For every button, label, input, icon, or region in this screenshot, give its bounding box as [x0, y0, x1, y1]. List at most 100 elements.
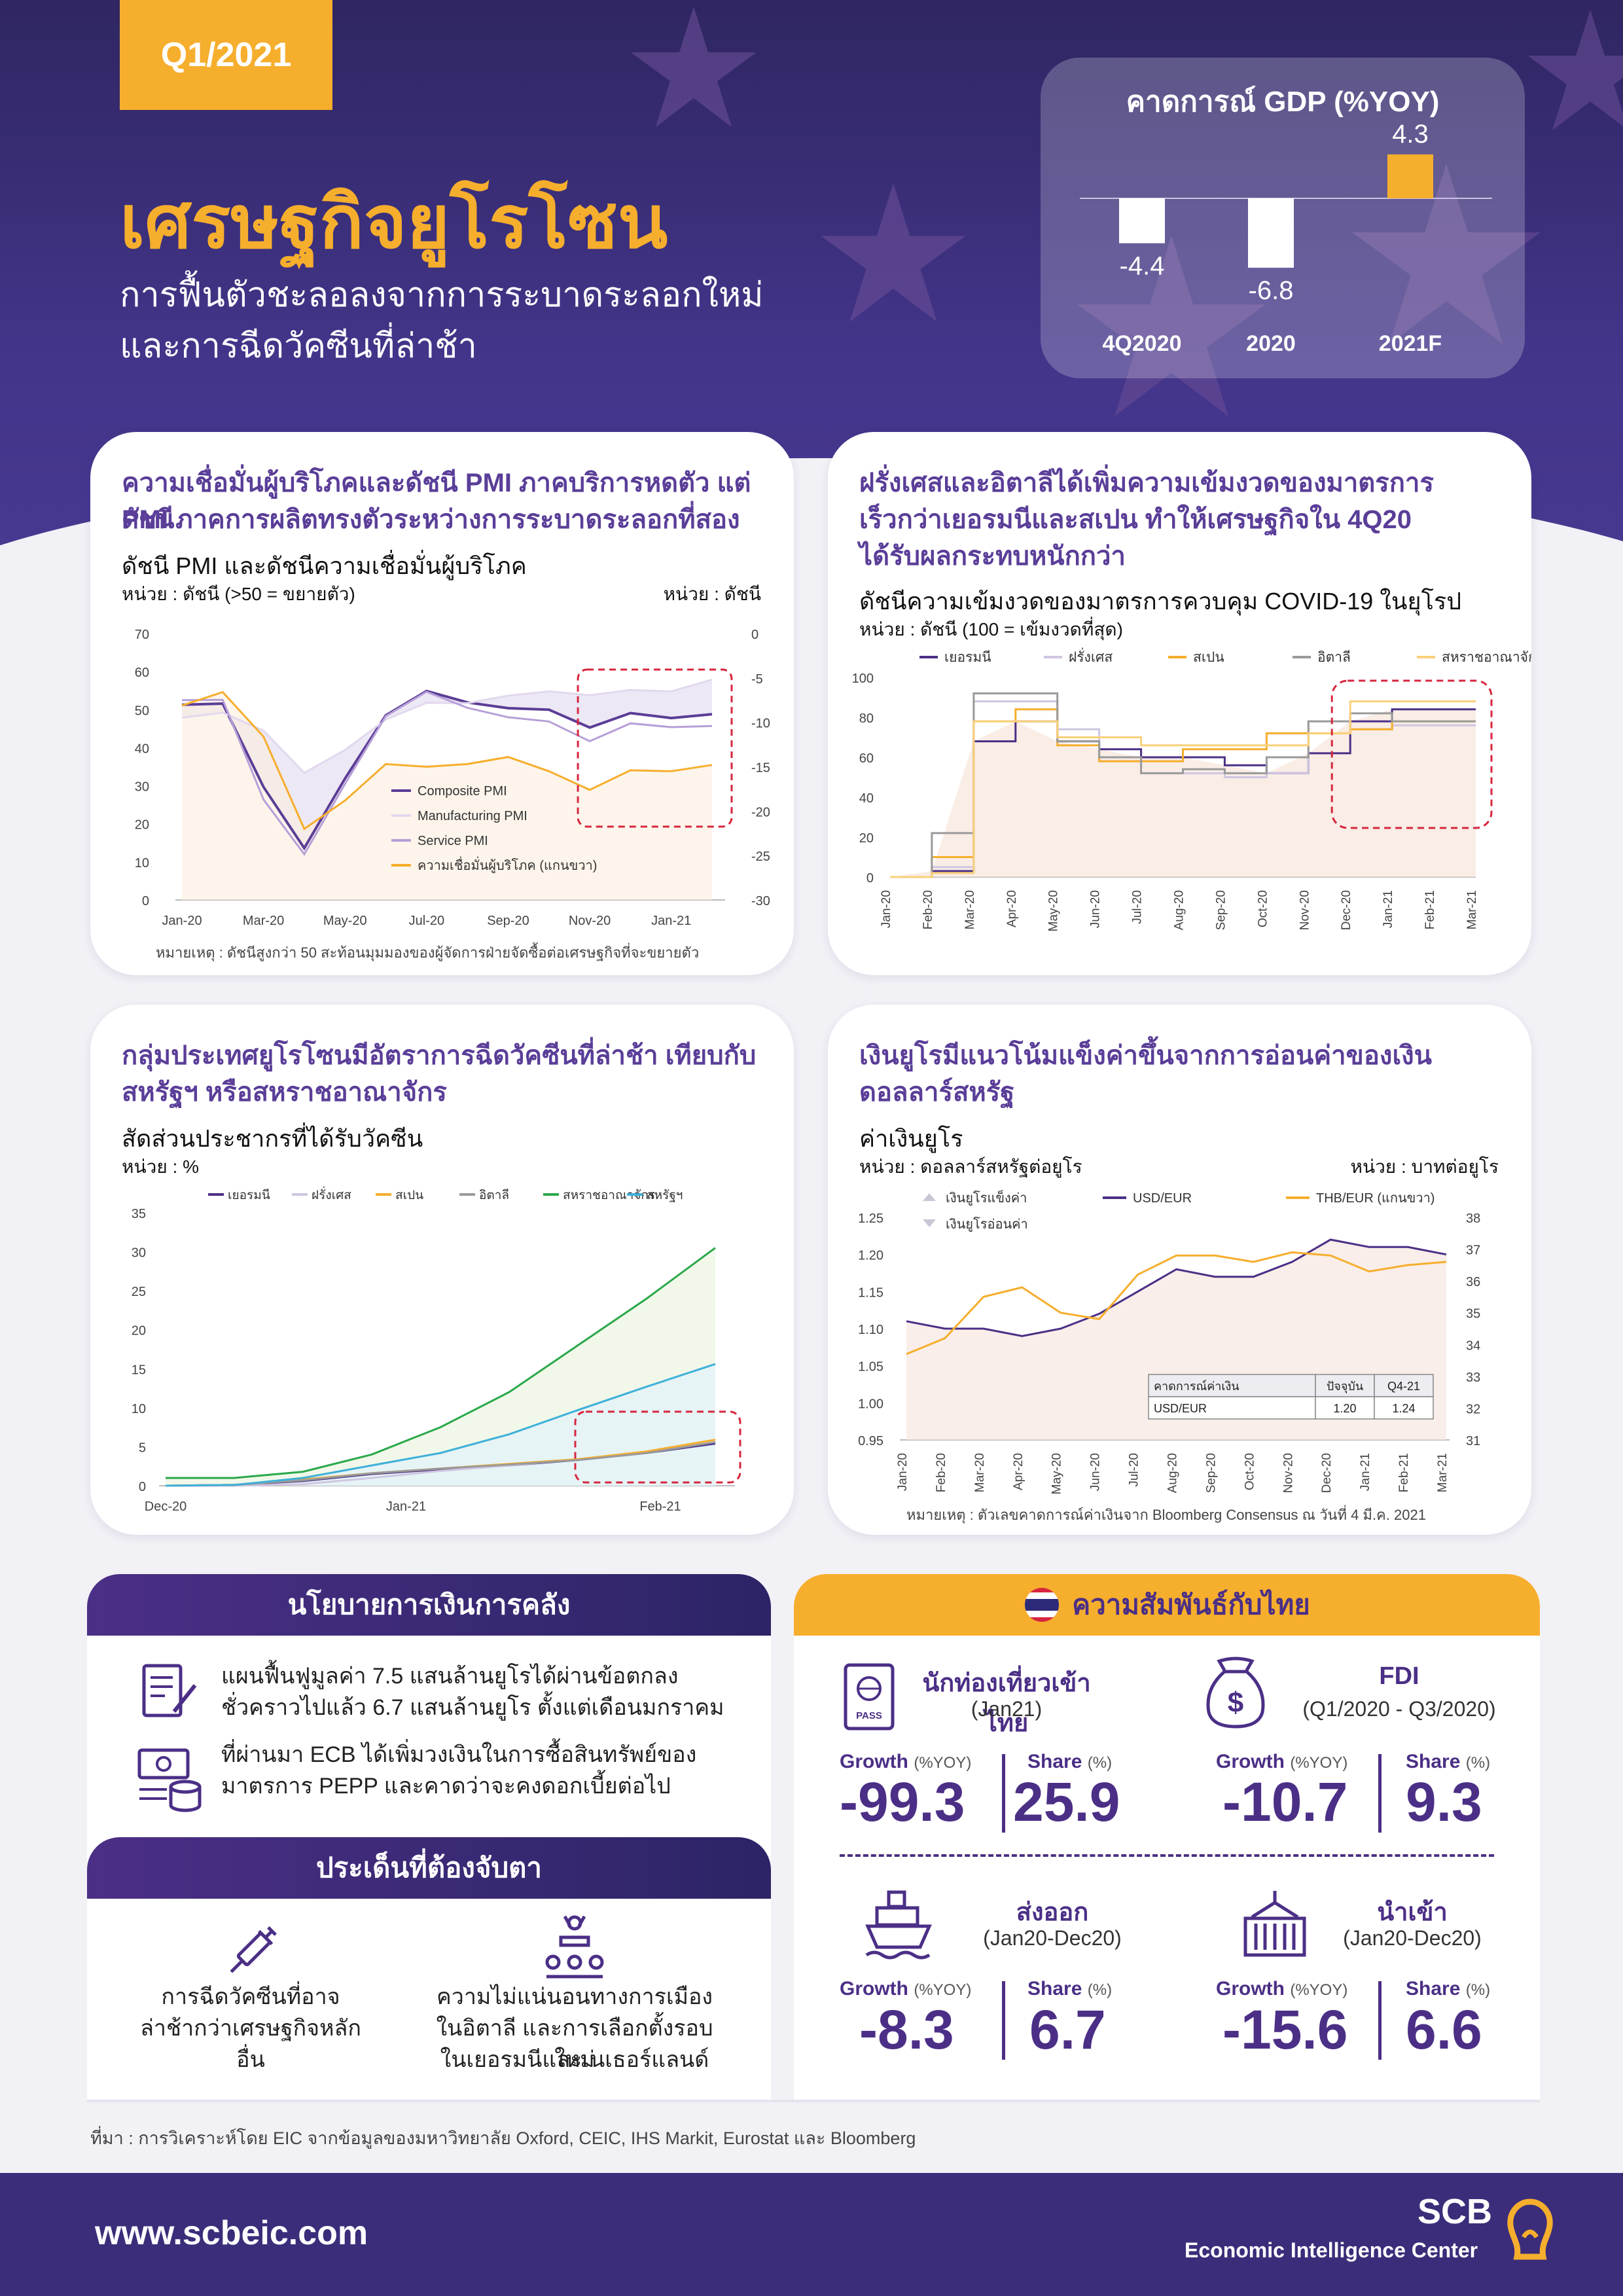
gdp-forecast-box: คาดการณ์ GDP (%YOY) -4.4 4Q2020 -6.8 2020 4.… — [1041, 58, 1525, 378]
x-tick-label: Jan-20 — [880, 890, 893, 928]
y-tick-label: 1.05 — [858, 1360, 883, 1374]
legend-label: USD/EUR — [1133, 1191, 1192, 1206]
gdp-category-label: 2021F — [1379, 331, 1442, 356]
card-vaccine-unit: หน่วย : % — [122, 1157, 199, 1177]
thai-flag-icon — [1025, 1588, 1060, 1622]
card-vaccine-title-line2: สหรัฐฯ หรือสหราชอาณาจักร — [122, 1078, 447, 1107]
legend-label: ฝรั่งเศส — [312, 1186, 351, 1202]
legend-label: อิตาลี — [1317, 650, 1351, 665]
table-cell-text: 1.20 — [1333, 1402, 1356, 1415]
passport-icon: PASS — [844, 1663, 895, 1731]
page-title: เศรษฐกิจยูโรโซน — [120, 181, 668, 263]
table-cell-text: 1.24 — [1392, 1402, 1415, 1415]
website-link[interactable]: www.scbeic.com — [95, 2214, 368, 2252]
fdi-share-label: Share (%) — [1406, 1751, 1491, 1772]
page-subtitle-line2: และการฉีดวัคซีนที่ล่าช้า — [120, 327, 477, 365]
x-tick-label: Aug-20 — [1173, 890, 1186, 930]
series-line — [906, 1238, 1447, 1337]
gdp-bar — [1119, 198, 1165, 243]
quarter-badge: Q1/2021 — [120, 0, 332, 110]
vaccine-area — [166, 1364, 715, 1486]
brand-subtitle: Economic Intelligence Center — [1185, 2238, 1478, 2262]
export-growth-label: Growth (%YOY) — [840, 1978, 972, 2000]
import-title: นำเข้า — [1377, 1899, 1448, 1926]
watch-item2-line2: ในอิตาลี และการเลือกตั้งรอบใหม่ — [436, 2016, 713, 2072]
card-pmi-unit-left: หน่วย : ดัชนี (>50 = ขยายตัว) — [122, 584, 355, 604]
fdi-growth-value: -10.7 — [1222, 1771, 1348, 1833]
tourist-period: (Jan21) — [971, 1697, 1043, 1721]
y-tick-label: 0.95 — [858, 1434, 883, 1448]
table-header-text: ปัจจุบัน — [1327, 1380, 1363, 1393]
y-tick-label: 20 — [135, 818, 149, 833]
card-pmi-unit-right: หน่วย : ดัชนี — [663, 584, 761, 604]
y-tick-label: 25 — [132, 1285, 146, 1299]
highlight-box — [577, 668, 733, 828]
card-vaccine: กลุ่มประเทศยูโรโซนมีอัตราการฉีดวัคซีนที่… — [90, 1005, 794, 1535]
document-pen-icon — [142, 1664, 197, 1717]
y-tick-label: 10 — [135, 856, 149, 870]
y2-tick-label: 33 — [1466, 1371, 1480, 1385]
legend-label: Composite PMI — [418, 784, 507, 798]
fdi-growth-label: Growth (%YOY) — [1216, 1751, 1348, 1772]
y2-tick-label: -10 — [751, 717, 770, 731]
y-tick-label: 60 — [135, 666, 149, 680]
syringe-icon — [230, 1926, 277, 1973]
gdp-value-label: -4.4 — [1120, 252, 1165, 281]
card-stringency-title-line3: ได้รับผลกระทบหนักกว่า — [859, 542, 1126, 571]
footer: www.scbeic.com SCB Economic Intelligence… — [0, 2173, 1623, 2296]
highlight-box — [574, 1410, 741, 1484]
series-line — [181, 678, 713, 774]
y2-tick-label: 32 — [1466, 1402, 1480, 1416]
star-decoration-icon — [821, 183, 966, 322]
export-title: ส่งออก — [1016, 1899, 1089, 1926]
export-share-label: Share (%) — [1027, 1978, 1113, 2000]
legend-up-label: เงินยูโรแข็งค่า — [946, 1189, 1027, 1206]
y-tick-label: 1.20 — [858, 1249, 883, 1263]
x-tick-label: Apr-20 — [1005, 890, 1019, 927]
y-tick-label: 15 — [132, 1363, 146, 1377]
y-tick-label: 10 — [132, 1402, 146, 1416]
watch-item1-line2: ล่าช้ากว่าเศรษฐกิจหลักอื่น — [140, 2016, 361, 2072]
series-line — [165, 1363, 716, 1487]
panel-bottom-rule — [87, 2100, 1540, 2102]
policy-item1-line2: ชั่วคราวไปแล้ว 6.7 แสนล้านยูโร ตั้งแต่เด… — [221, 1695, 724, 1720]
currency-line-chart: 0.95 1.00 1.05 1.10 1.15 1.20 1.25 31 32 33 34 35 36… — [858, 1189, 1480, 1494]
legend-label: ฝรั่งเศส — [1069, 647, 1113, 665]
x-tick-label: Jun-20 — [1089, 890, 1103, 928]
y2-tick-label: 0 — [751, 628, 758, 642]
tourist-growth-value: -99.3 — [840, 1771, 965, 1833]
money-coins-icon — [137, 1748, 202, 1812]
legend-label: สเปน — [1193, 650, 1224, 665]
y-tick-label: 80 — [859, 711, 874, 726]
card-stringency-subtitle: ดัชนีความเข้มงวดของมาตรการควบคุม COVID-1… — [859, 588, 1462, 615]
y-tick-label: 20 — [859, 831, 874, 846]
table-header-text: Q4-21 — [1387, 1380, 1420, 1393]
gdp-category-label: 4Q2020 — [1103, 331, 1182, 356]
x-tick-label: May-20 — [1050, 1453, 1064, 1494]
y-tick-label: 40 — [135, 742, 149, 756]
highlight-box — [1330, 679, 1493, 829]
y-tick-label: 1.15 — [858, 1285, 883, 1300]
series-line — [181, 691, 713, 831]
y-tick-label: 5 — [139, 1441, 146, 1455]
arrow-up-icon — [923, 1193, 936, 1201]
x-tick-label: May-20 — [323, 914, 367, 928]
y-tick-label: 50 — [135, 704, 149, 718]
x-tick-label: Sep-20 — [1204, 1453, 1218, 1493]
x-tick-label: Jan-21 — [1382, 890, 1395, 928]
series-line — [906, 1251, 1447, 1355]
y-tick-label: 0 — [142, 894, 149, 908]
y2-tick-label: -25 — [751, 850, 770, 864]
x-tick-label: Mar-21 — [1465, 890, 1479, 929]
legend-label: อิตาลี — [479, 1188, 509, 1202]
y-tick-label: 100 — [852, 672, 874, 686]
y2-tick-label: 34 — [1466, 1338, 1480, 1353]
x-tick-label: Oct-20 — [1256, 890, 1270, 927]
card-pmi-title-line2: PMI ภาคการผลิตทรงตัวระหว่างการระบาดระลอก… — [122, 505, 740, 534]
card-currency-subtitle: ค่าเงินยูโร — [859, 1125, 963, 1152]
x-tick-label: Mar-20 — [243, 914, 284, 928]
pmi-line-chart: 0 10 20 30 40 50 60 70 -30 -25 -20 -15 -10 -5 0 Jan-20 M… — [135, 628, 770, 928]
legend-label: เยอรมนี — [228, 1188, 270, 1202]
table-cell-text: USD/EUR — [1154, 1402, 1207, 1415]
source-note: ที่มา : การวิเคราะห์โดย EIC จากข้อมูลของ… — [90, 2128, 916, 2148]
